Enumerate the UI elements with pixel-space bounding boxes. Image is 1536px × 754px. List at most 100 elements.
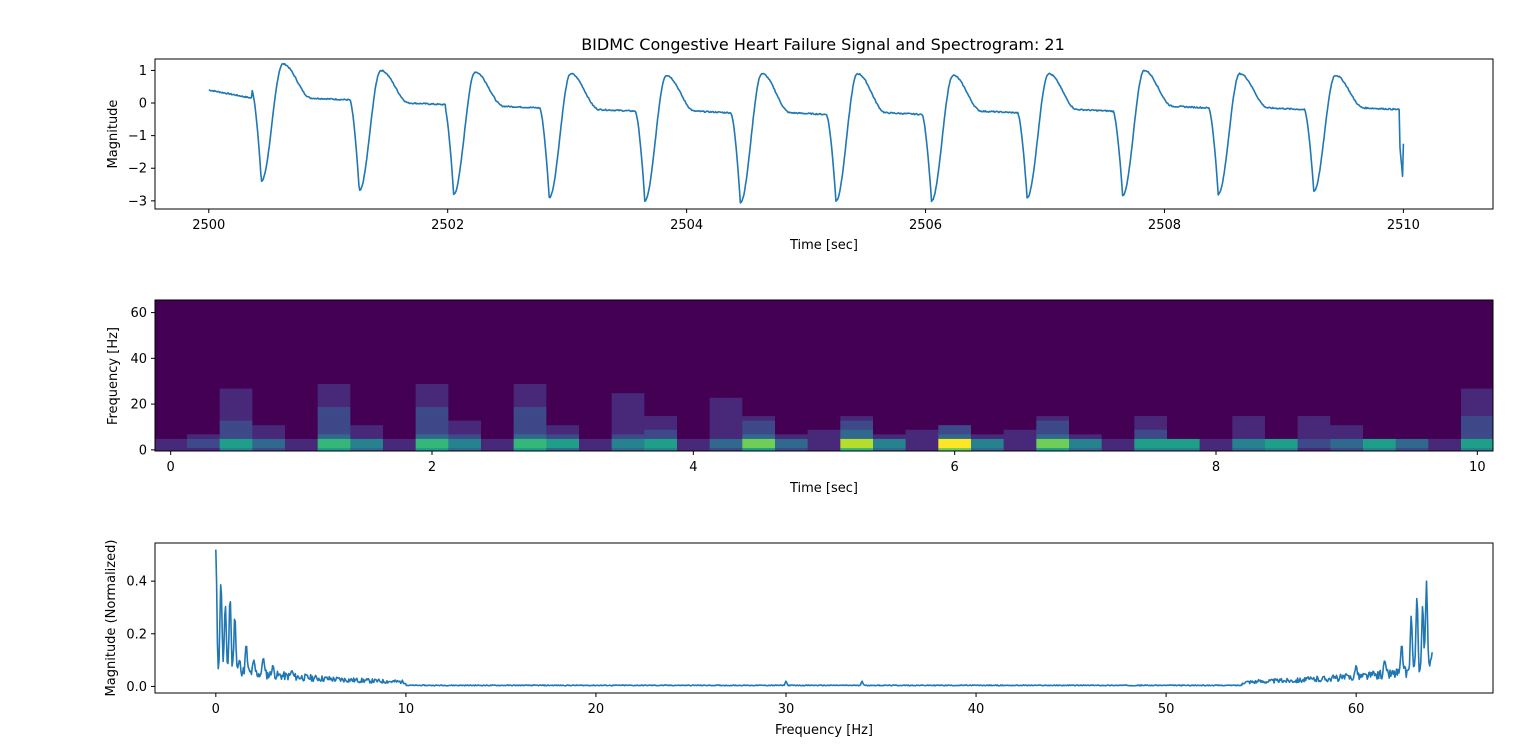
spectrogram-cell [1036,429,1070,435]
spectrogram-cell [546,410,580,417]
spectrogram-cell [155,433,188,439]
signal-y-axis: 1 0 −1 −2 −3 [128,64,155,209]
spectrogram-cell [938,397,972,403]
spectrogram-cell [938,438,972,444]
spectrogram-cell [1003,300,1037,307]
spectrogram-cell [252,310,286,316]
spectrogram-cell [1232,388,1266,394]
spectrogram-cell [1069,397,1103,403]
spectrogram-cell [938,392,972,398]
fft-x-tick-label: 20 [588,702,605,717]
spectrogram-cell [1232,342,1266,348]
spectrogram-cell [971,383,1005,389]
spectrogram-cell [1232,442,1266,449]
spectrogram-cell [1297,333,1331,339]
spectrogram-cell [448,447,482,452]
spectrogram-cell [1395,410,1429,417]
spectrogram-cell [611,438,645,444]
spectrogram-cell [1428,447,1462,452]
spectrogram-cell [1232,392,1266,398]
spectrogram-cell [611,388,645,394]
spectrogram-cell [1036,433,1070,439]
spectrogram-cell [1069,424,1103,430]
spectrogram-cell [1330,424,1364,430]
spectrogram-cell [1101,388,1135,394]
spectrogram-cell [383,424,417,430]
spectrogram-cell [481,365,515,371]
spectrogram-cell [546,356,580,362]
spectrogram-cell [905,356,939,362]
spectrogram-cell [415,346,449,352]
spectrogram-cell [1264,438,1299,444]
spectrogram-cell [350,369,384,375]
fft-x-tick-label: 50 [1158,702,1175,717]
spectrogram-cell [317,378,351,385]
spectrogram-cell [1166,369,1201,375]
spectrogram-cell [709,415,743,421]
spectrogram-cell [1199,424,1233,430]
spectrogram-cell [1134,374,1168,380]
spectrogram-cell [481,300,515,307]
spectrogram-cell [1330,365,1364,371]
spectrogram-cell [1069,438,1103,444]
spectrogram-cell [481,410,515,417]
spectrogram-cell [1232,424,1266,430]
spectrogram-cell [611,378,645,385]
spectrogram-cell [155,342,188,348]
spectrogram-frame [154,299,1494,452]
spectrogram-cell [285,442,319,449]
spectrogram-cell [807,369,841,375]
spectrogram-cell [709,447,743,452]
spectrogram-cell [317,300,351,307]
spectrogram-cell [383,392,417,398]
spectrogram-cell [1395,392,1429,398]
spectrogram-cell [1134,314,1168,320]
spectrogram-cell [1101,392,1135,398]
spectrogram-cell [513,438,547,444]
spectrogram-cell [187,319,221,325]
spectrogram-cell [905,429,939,435]
spectrogram-cell [155,324,188,330]
spectrogram-cell [1069,333,1103,339]
spectrogram-cell [219,410,253,417]
spectrogram-cell [252,420,286,426]
spectrogram-cell [644,424,678,430]
spectrogram-cell [709,442,743,449]
spectrogram-cell [1460,415,1494,421]
spectrogram-cell [1232,397,1266,403]
spectrogram-cell [1199,346,1233,352]
spectrogram-cell [1428,388,1462,394]
spectrogram-cell [807,360,841,366]
spectrogram-cell [1297,401,1331,407]
spectrogram-cell [971,378,1005,385]
spectrogram-cell [513,429,547,435]
spectrogram-cell [1428,314,1462,320]
spectrogram-cell [1036,442,1070,449]
spectrogram-cell [775,324,809,330]
spectrogram-cell [1199,342,1233,348]
spectrogram-cell [1330,346,1364,352]
spectrogram-cell [677,388,711,394]
spectrogram-cell [187,374,221,380]
spectrogram-cell [938,433,972,439]
spectrogram-cell [709,374,743,380]
spectrogram-cell [1069,360,1103,366]
spectrogram-cell [1330,420,1364,426]
spectrogram-cell [187,410,221,417]
spectrogram-cell [1199,397,1233,403]
spectrogram-cell [481,397,515,403]
spectrogram-cell [1166,346,1201,352]
spectrogram-cell [350,328,384,334]
spectrogram-cell [1395,388,1429,394]
spectrogram-cell [1395,438,1429,444]
spectrogram-cell [513,356,547,362]
spectrogram-cell [971,438,1005,444]
spectrogram-cell [1428,305,1462,311]
spectrogram-cell [285,415,319,421]
spectrogram-cell [971,406,1005,412]
spectrogram-cell [1166,337,1201,343]
spectrogram-cell [644,305,678,311]
spectrogram-cell [1428,378,1462,385]
spectrogram-cell [1428,433,1462,439]
spectrogram-cell [187,305,221,311]
